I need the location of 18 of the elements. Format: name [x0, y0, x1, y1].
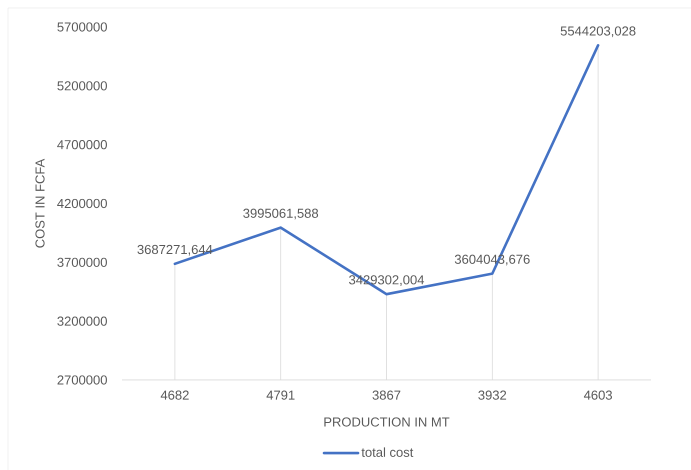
y-tick-label: 4700000 — [57, 140, 107, 150]
y-tick-label: 5200000 — [57, 81, 107, 90]
y-tick-label: 2700000 — [58, 375, 107, 385]
x-tick-label: 4791 — [266, 390, 295, 400]
data-label: 3687271,644 — [137, 244, 212, 256]
data-label: 5544203,028 — [560, 26, 636, 38]
x-tick-label: 4603 — [584, 390, 612, 400]
y-tick-label: 4200000 — [57, 198, 107, 208]
data-label: 3995061,588 — [243, 208, 318, 220]
x-axis-title: PRODUCTION IN MT — [324, 417, 450, 427]
x-tick-label: 3867 — [372, 390, 400, 400]
y-tick-label: 3700000 — [57, 258, 107, 267]
x-tick-label: 4682 — [160, 390, 189, 400]
legend-label: total cost — [362, 447, 414, 457]
y-tick-label: 5700000 — [57, 22, 107, 32]
y-axis-title: COST IN FCFA — [35, 158, 45, 248]
x-tick-label: 3932 — [478, 390, 506, 400]
y-tick-label: 3200000 — [57, 316, 107, 326]
